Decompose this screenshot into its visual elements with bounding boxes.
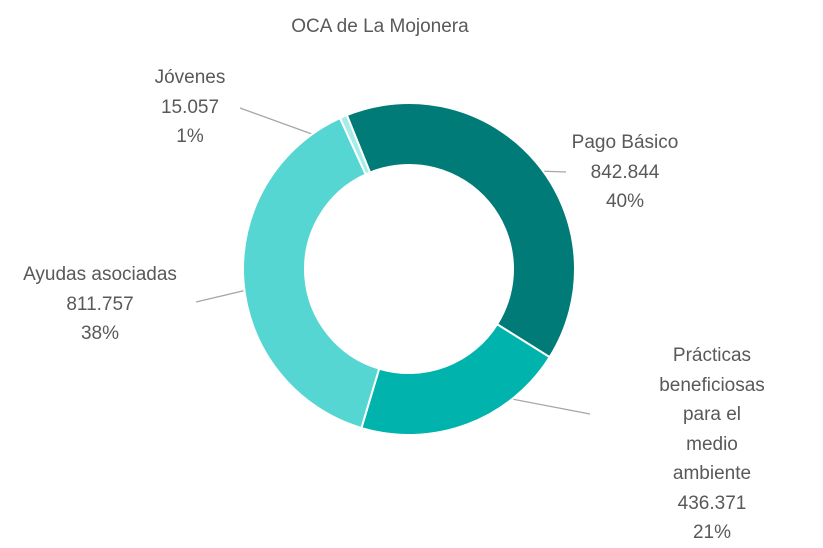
data-label: Ayudas asociadas 811.757 38% <box>23 260 177 349</box>
slice <box>345 102 576 359</box>
category-label: Pago Básico <box>571 132 679 153</box>
value-label: 436.371 <box>677 492 747 514</box>
category-label: Prácticas beneficiosas para el medio amb… <box>659 345 765 484</box>
chart <box>195 102 591 436</box>
percent-label: 21% <box>692 522 732 543</box>
chart-title: OCA de La Mojonera <box>291 16 469 37</box>
page: {"chart_data": {"type": "donut", "title"… <box>23 16 765 543</box>
value-label: 842.844 <box>590 161 660 183</box>
data-label: Pago Básico 842.844 40% <box>572 128 679 217</box>
category-label: Jóvenes <box>154 67 226 88</box>
percent-label: 1% <box>176 126 204 147</box>
value-label: 811.757 <box>66 293 134 315</box>
slice <box>242 116 381 430</box>
slice <box>338 113 372 176</box>
value-label: 15.057 <box>160 96 220 118</box>
data-label: Jóvenes 15.057 1% <box>155 63 226 152</box>
slice <box>360 322 552 436</box>
percent-label: 38% <box>80 323 120 344</box>
data-label: Prácticas beneficiosas para el medio amb… <box>657 341 768 548</box>
percent-label: 40% <box>605 191 645 212</box>
category-label: Ayudas asociadas <box>23 264 177 285</box>
